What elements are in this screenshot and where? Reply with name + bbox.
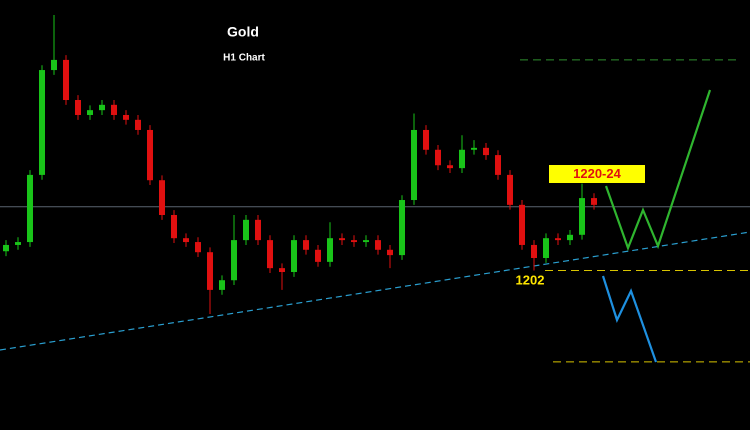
candle-body (51, 59, 57, 71)
candle-body (531, 244, 537, 258)
candle-body (375, 240, 381, 250)
candle-body (399, 200, 405, 256)
candle-body (555, 238, 561, 241)
candle-body (543, 238, 549, 258)
candle-body (351, 240, 357, 243)
target-label: 1220-24 (573, 166, 621, 181)
candle-body (411, 129, 417, 201)
candle-body (579, 198, 585, 235)
candle-body (315, 249, 321, 262)
candle-body (3, 244, 9, 252)
candle-body (15, 242, 21, 245)
chart-title: Gold (227, 24, 259, 40)
candle-body (255, 219, 261, 241)
candle-body (447, 165, 453, 169)
candle-body (27, 174, 33, 243)
candle-body (159, 180, 165, 215)
candle-body (507, 174, 513, 205)
candle-body (123, 114, 129, 120)
candle-body (519, 204, 525, 245)
bullish-projection (604, 89, 712, 252)
candle-body (279, 268, 285, 273)
candle-body (183, 238, 189, 243)
candle-body (267, 240, 273, 269)
candle-body (219, 280, 225, 290)
candle-body (483, 147, 489, 156)
candle-body (63, 59, 69, 101)
candle-body (303, 240, 309, 250)
levels (0, 59, 750, 363)
bearish-projection (601, 275, 658, 363)
candle-body (459, 149, 465, 169)
candle-body (363, 240, 369, 243)
trendline (0, 231, 750, 351)
candle-body (471, 147, 477, 150)
candle-body (423, 129, 429, 150)
candle-body (111, 104, 117, 115)
chart-subtitle: H1 Chart (223, 53, 265, 64)
candle-body (87, 110, 93, 115)
candles (3, 14, 597, 315)
candle-body (135, 119, 141, 130)
support-label: 1202 (516, 272, 545, 287)
candle-body (339, 238, 345, 241)
candle-body (243, 219, 249, 241)
candle-body (387, 249, 393, 256)
candle-body (195, 242, 201, 253)
candle-body (291, 240, 297, 273)
candle-body (231, 240, 237, 281)
candle-body (495, 155, 501, 175)
candle-body (39, 70, 45, 175)
candle-body (327, 238, 333, 262)
candle-body (171, 215, 177, 239)
candle-body (591, 198, 597, 205)
candle-body (99, 104, 105, 111)
candle-body (75, 100, 81, 115)
candle-body (435, 149, 441, 166)
candle-body (207, 252, 213, 290)
candle-body (567, 234, 573, 241)
candle-body (147, 129, 153, 181)
target-box (549, 165, 645, 183)
